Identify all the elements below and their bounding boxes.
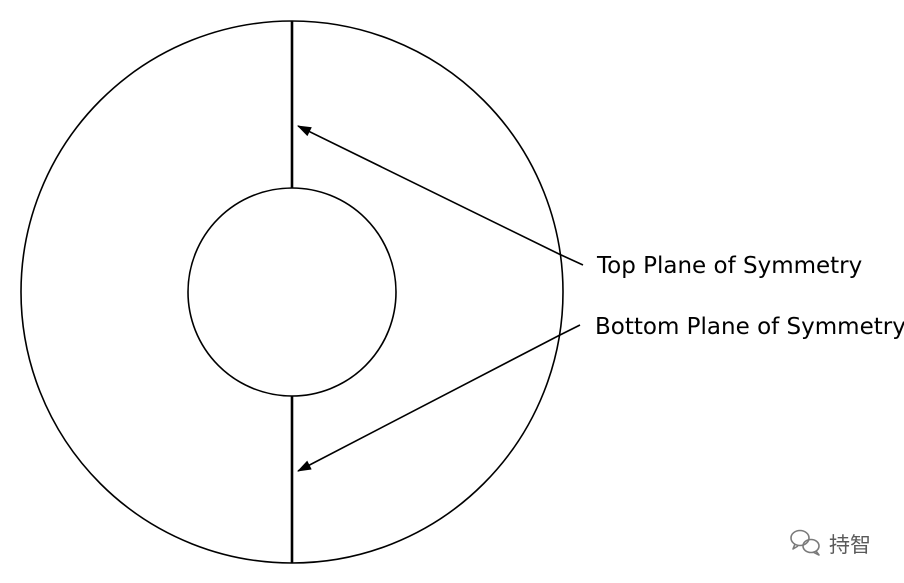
top-plane-leader [297,125,584,266]
watermark-text: 持智 [829,533,871,557]
bottom-plane-label: Bottom Plane of Symmetry [595,314,904,340]
bottom-plane-leader [297,324,581,472]
top-plane-label: Top Plane of Symmetry [596,253,862,279]
watermark: 持智 [790,529,871,557]
inner-circle [187,187,397,397]
wechat-icon [790,529,820,556]
